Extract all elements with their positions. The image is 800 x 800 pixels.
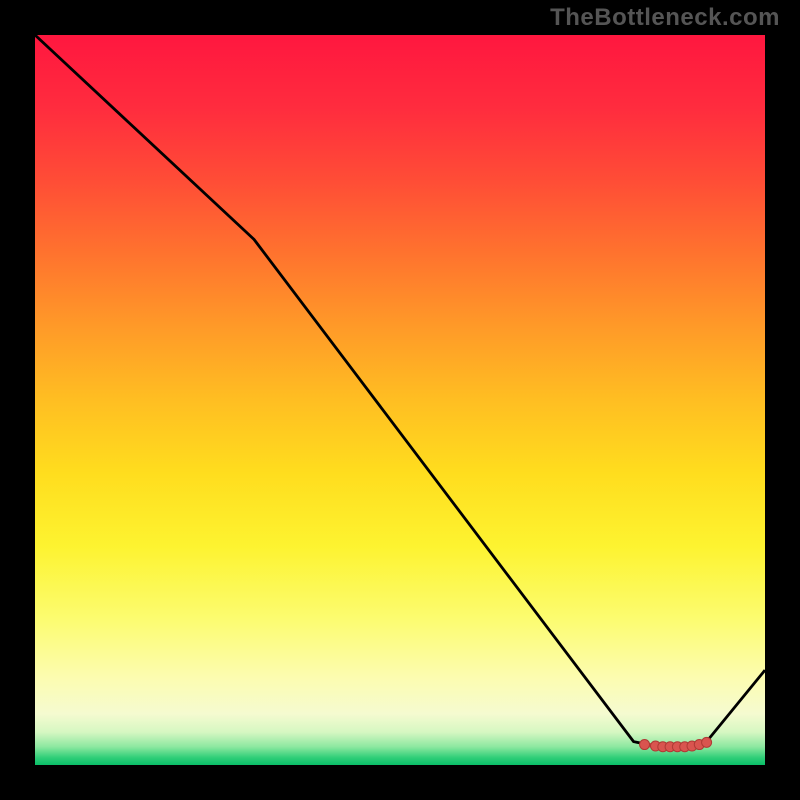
optimal-marker (640, 740, 650, 750)
watermark-text: TheBottleneck.com (550, 4, 780, 32)
optimal-marker (702, 737, 712, 747)
chart-svg (35, 35, 765, 765)
chart-frame: TheBottleneck.com (0, 0, 800, 800)
gradient-background (35, 35, 765, 765)
plot-area (35, 35, 765, 765)
